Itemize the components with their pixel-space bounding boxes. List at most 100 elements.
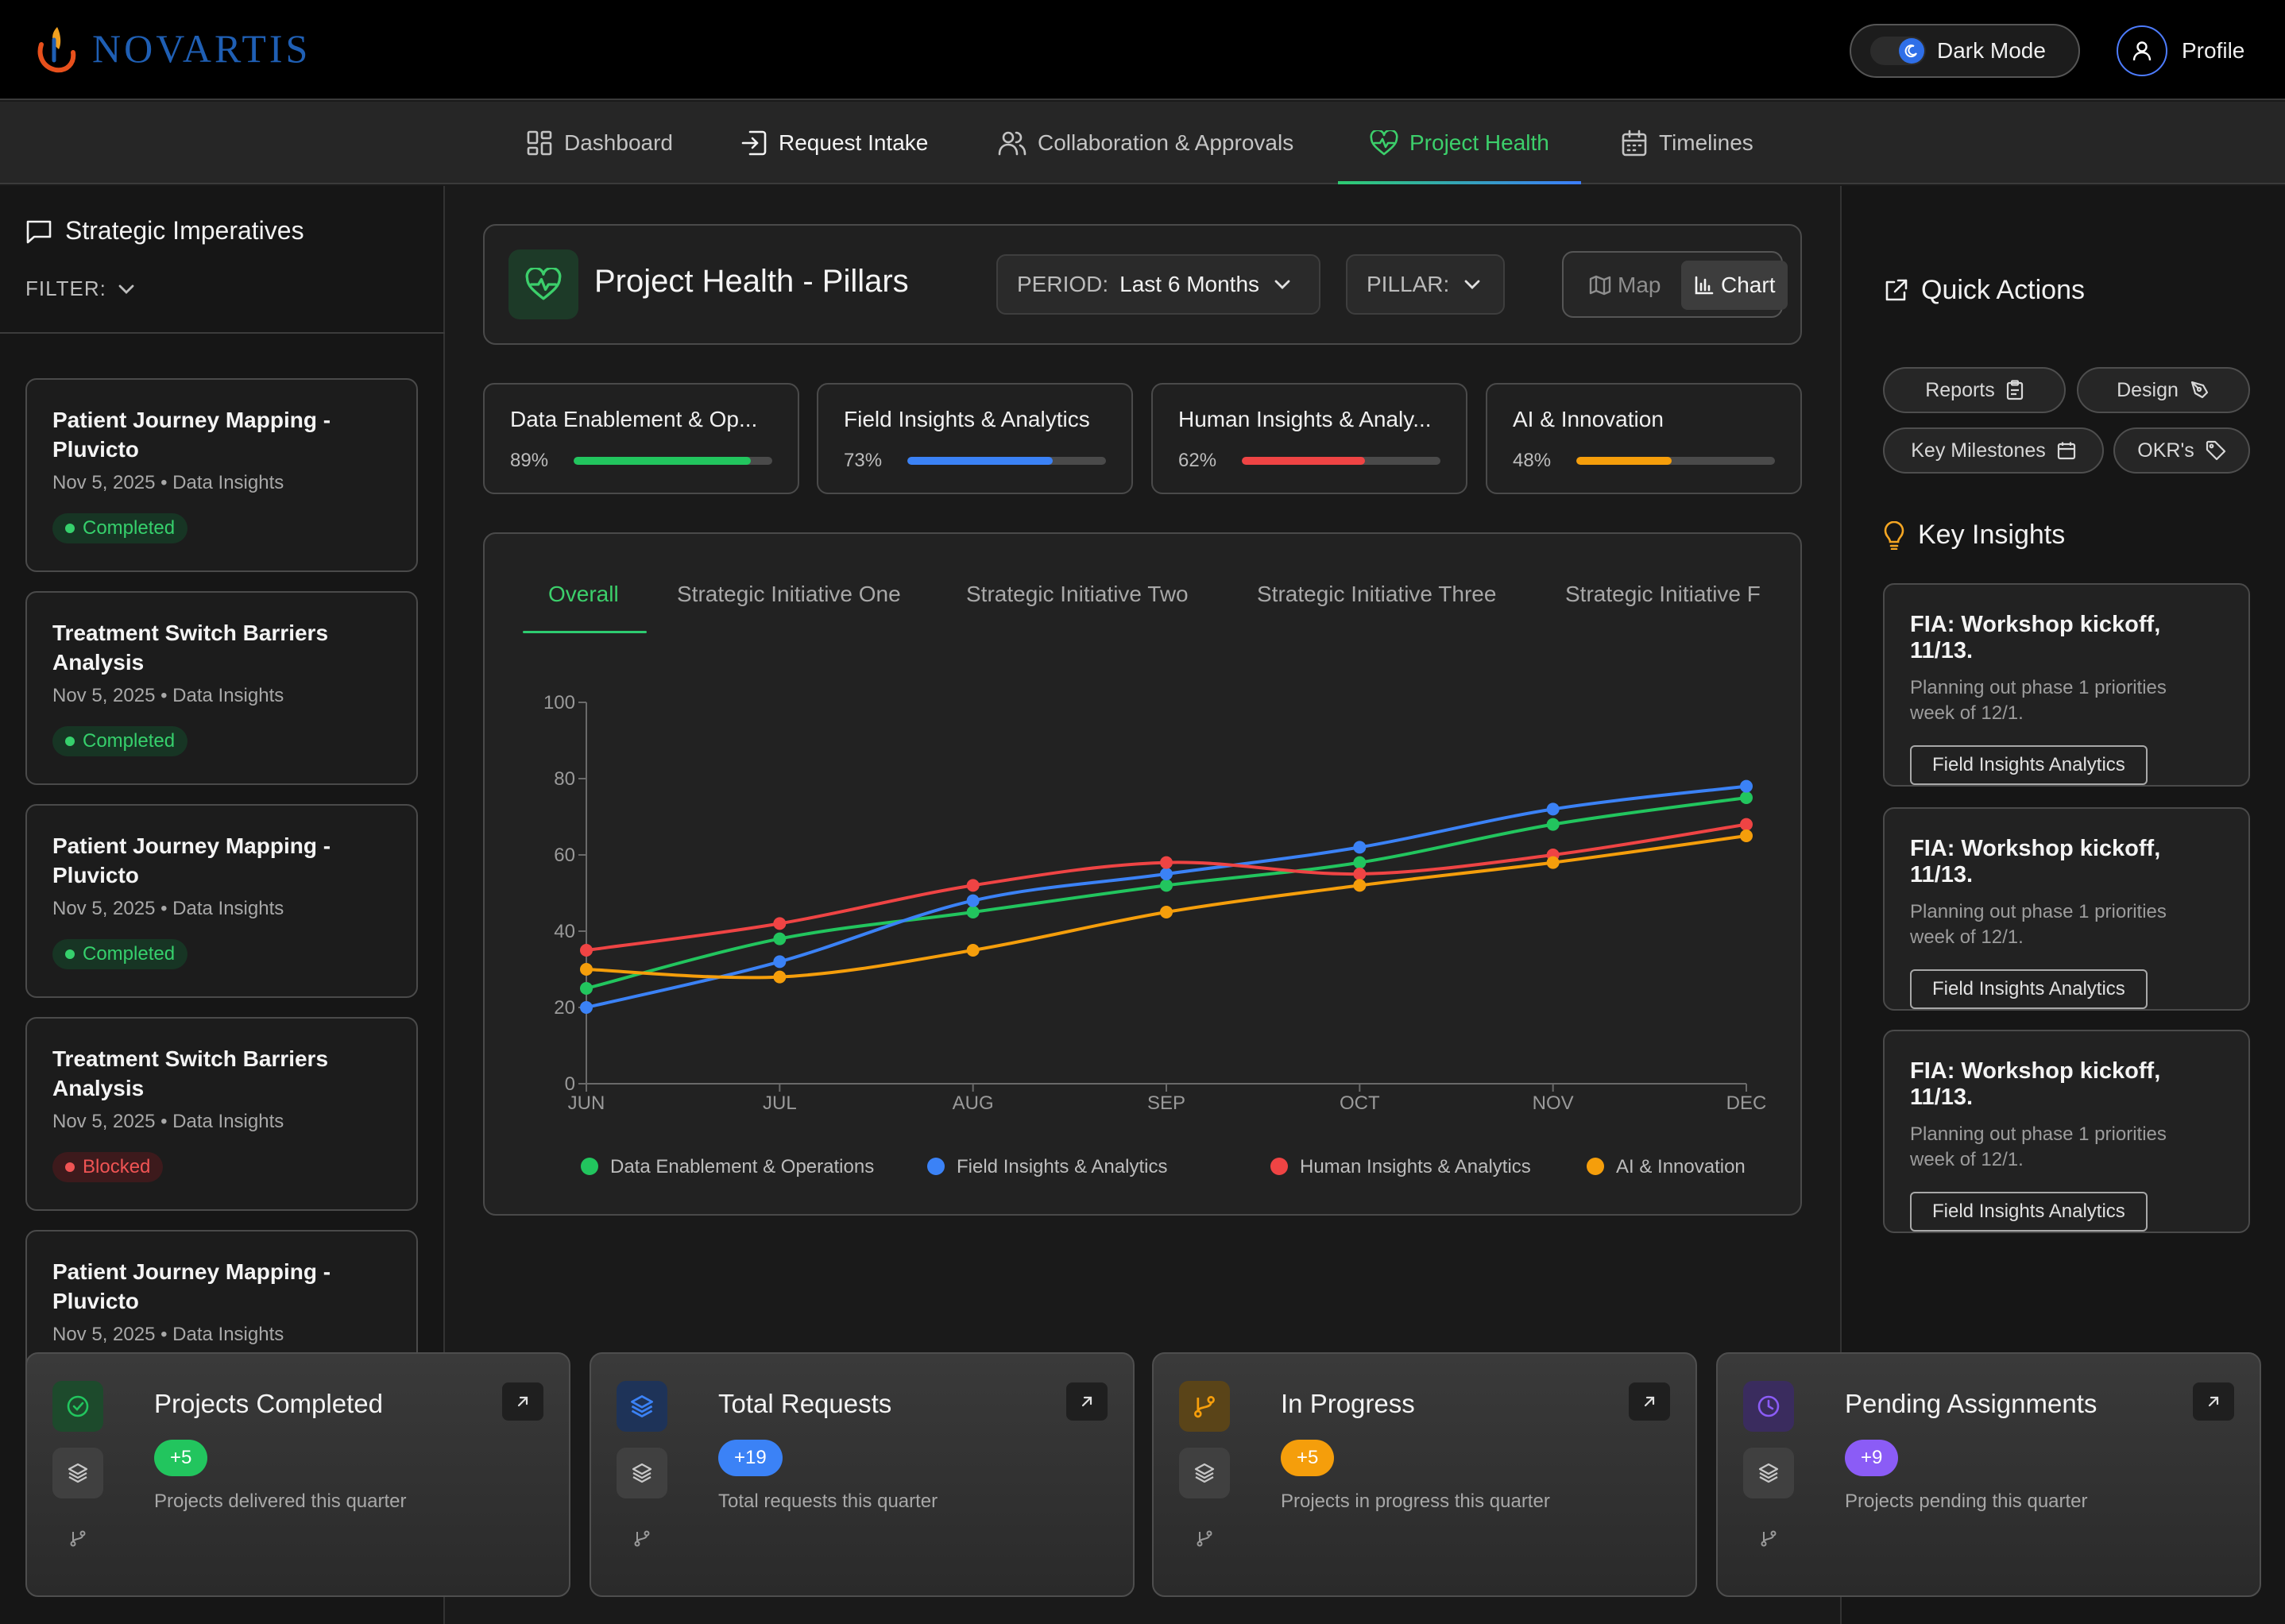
chart-tab-initiative-three[interactable]: Strategic Initiative Three <box>1257 582 1497 606</box>
chart-view-button[interactable]: Chart <box>1681 261 1788 310</box>
right-panel: Quick Actions Reports Design Key Milesto… <box>1840 186 2285 1624</box>
novartis-logo[interactable]: NOVARTIS <box>35 24 311 73</box>
data-point <box>1160 856 1173 869</box>
chip-label: OKR's <box>2137 439 2194 462</box>
tab-project-health[interactable]: Project Health <box>1338 102 1581 184</box>
insight-card[interactable]: FIA: Workshop kickoff, 11/13. Planning o… <box>1883 1030 2250 1233</box>
page-title: Project Health - Pillars <box>594 264 909 299</box>
imperative-card[interactable]: Patient Journey Mapping - Pluvicto Nov 5… <box>25 378 418 572</box>
map-view-button[interactable]: Map <box>1576 261 1673 310</box>
layers-icon <box>1179 1448 1230 1498</box>
pillar-percent: 62% <box>1178 450 1217 471</box>
pillar-card[interactable]: Data Enablement & Op... 89% <box>483 383 799 494</box>
quick-actions-title-text: Quick Actions <box>1921 275 2085 305</box>
chart-tab-overall[interactable]: Overall <box>548 582 619 606</box>
tab-collaboration-approvals[interactable]: Collaboration & Approvals <box>998 102 1293 184</box>
insight-card[interactable]: FIA: Workshop kickoff, 11/13. Planning o… <box>1883 807 2250 1011</box>
tab-dashboard[interactable]: Dashboard <box>526 102 673 184</box>
arrow-up-right-icon[interactable] <box>502 1382 543 1421</box>
stat-title: In Progress <box>1281 1389 1415 1418</box>
pillar-progress-track <box>907 457 1106 465</box>
filter-label: FILTER: <box>25 276 106 300</box>
chevron-down-icon <box>1463 279 1481 290</box>
chart-tab-initiative-one[interactable]: Strategic Initiative One <box>677 582 901 606</box>
key-milestones-button[interactable]: Key Milestones <box>1883 427 2104 474</box>
moon-icon <box>1899 38 1924 64</box>
imperative-card[interactable]: Treatment Switch Barriers Analysis Nov 5… <box>25 591 418 785</box>
filter-dropdown[interactable]: FILTER: <box>25 276 135 301</box>
pillar-name: Data Enablement & Op... <box>510 407 758 431</box>
chart-tab-initiative-four[interactable]: Strategic Initiative F <box>1565 582 1761 606</box>
sidebar-title: Strategic Imperatives <box>25 216 304 246</box>
data-point <box>1546 818 1560 831</box>
stat-card-total-requests[interactable]: Total Requests +19 Total requests this q… <box>590 1352 1135 1597</box>
data-point <box>773 932 787 945</box>
git-branch-icon <box>1743 1513 1794 1564</box>
imperative-card[interactable]: Patient Journey Mapping - Pluvicto Nov 5… <box>25 804 418 998</box>
tab-timelines[interactable]: Timelines <box>1621 102 1753 184</box>
arrow-up-right-icon[interactable] <box>1629 1382 1670 1421</box>
status-dot <box>65 949 75 959</box>
data-point <box>966 894 980 907</box>
x-tick-label: AUG <box>953 1092 994 1114</box>
quick-actions-title: Quick Actions <box>1883 275 2085 306</box>
layers-icon <box>617 1381 667 1432</box>
design-button[interactable]: Design <box>2077 367 2250 413</box>
okrs-button[interactable]: OKR's <box>2113 427 2250 474</box>
tab-request-intake[interactable]: Request Intake <box>740 102 928 184</box>
pillar-progress-fill <box>907 457 1053 465</box>
chart-tab-initiative-two[interactable]: Strategic Initiative Two <box>966 582 1189 606</box>
view-toggle: Map Chart <box>1562 251 1788 318</box>
series-line <box>586 796 1747 990</box>
insight-tag[interactable]: Field Insights Analytics <box>1910 1192 2148 1232</box>
arrow-up-right-icon[interactable] <box>2193 1382 2234 1421</box>
period-select[interactable]: PERIOD: Last 6 Months <box>996 254 1320 315</box>
x-tick-label: JUL <box>763 1092 797 1114</box>
insight-tag[interactable]: Field Insights Analytics <box>1910 745 2148 785</box>
status-dot <box>65 737 75 746</box>
stat-card-pending-assignments[interactable]: Pending Assignments +9 Projects pending … <box>1716 1352 2261 1597</box>
card-meta: Nov 5, 2025 • Data Insights <box>52 1111 284 1132</box>
series-line <box>586 784 1747 1009</box>
pillar-select[interactable]: PILLAR: <box>1346 254 1505 315</box>
top-header: NOVARTIS Dark Mode Profile <box>0 0 2285 100</box>
grid-icon <box>526 130 553 157</box>
insight-description: Planning out phase 1 priorities week of … <box>1910 901 2167 948</box>
legend-label: Field Insights & Analytics <box>957 1156 1167 1177</box>
data-point <box>580 944 593 957</box>
dark-mode-switch[interactable] <box>1870 37 1926 65</box>
stat-badge: +5 <box>154 1440 208 1476</box>
project-health-header: Project Health - Pillars PERIOD: Last 6 … <box>483 224 1802 345</box>
pillar-card[interactable]: Human Insights & Analy... 62% <box>1151 383 1467 494</box>
status-badge: Completed <box>52 726 188 756</box>
legend-swatch <box>927 1158 945 1175</box>
reports-button[interactable]: Reports <box>1883 367 2066 413</box>
y-tick-label: 40 <box>554 921 575 942</box>
stat-card-in-progress[interactable]: In Progress +5 Projects in progress this… <box>1152 1352 1697 1597</box>
external-link-icon <box>1883 278 1908 304</box>
layers-icon <box>617 1448 667 1498</box>
stat-card-projects-completed[interactable]: Projects Completed +5 Projects delivered… <box>25 1352 570 1597</box>
insight-tag[interactable]: Field Insights Analytics <box>1910 969 2148 1009</box>
card-title: Patient Journey Mapping - Pluvicto <box>52 833 331 887</box>
arrow-up-right-icon[interactable] <box>1066 1382 1108 1421</box>
status-text: Blocked <box>83 1156 151 1177</box>
layers-icon <box>52 1448 103 1498</box>
x-tick-label: NOV <box>1533 1092 1574 1114</box>
profile-button[interactable]: Profile <box>2117 25 2244 76</box>
dark-mode-label: Dark Mode <box>1937 38 2046 63</box>
x-tick-label: SEP <box>1147 1092 1185 1114</box>
card-meta: Nov 5, 2025 • Data Insights <box>52 685 284 706</box>
pillar-card[interactable]: AI & Innovation 48% <box>1486 383 1802 494</box>
status-dot <box>65 1162 75 1172</box>
status-text: Completed <box>83 517 176 539</box>
card-title: Treatment Switch Barriers Analysis <box>52 1046 329 1100</box>
git-branch-icon <box>1179 1381 1230 1432</box>
dark-mode-toggle[interactable]: Dark Mode <box>1850 24 2080 78</box>
user-icon <box>2117 25 2167 76</box>
imperative-card[interactable]: Treatment Switch Barriers Analysis Nov 5… <box>25 1017 418 1211</box>
pillar-card[interactable]: Field Insights & Analytics 73% <box>817 383 1133 494</box>
insight-card[interactable]: FIA: Workshop kickoff, 11/13. Planning o… <box>1883 583 2250 787</box>
status-text: Completed <box>83 730 176 752</box>
pillar-progress-track <box>1242 457 1440 465</box>
